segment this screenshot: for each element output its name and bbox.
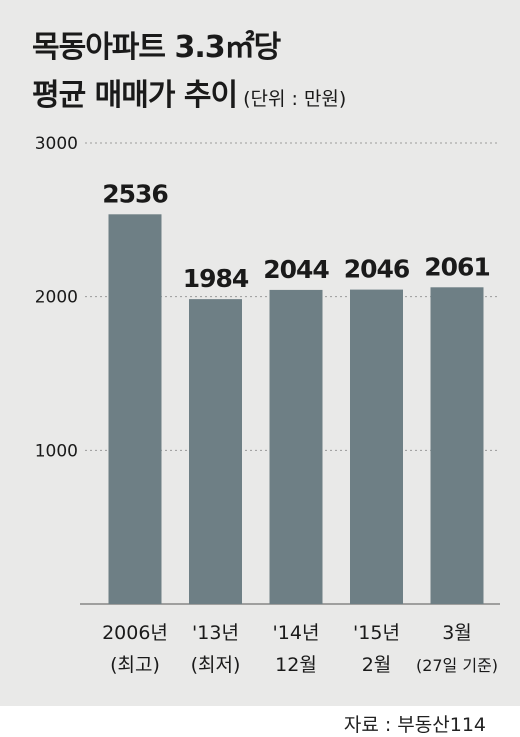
data-label: 2044 [263, 255, 329, 284]
chart-title-line2: 평균 매매가 추이 (단위 : 만원) [32, 70, 346, 114]
data-label: 1984 [183, 264, 249, 293]
data-label: 2046 [344, 255, 410, 284]
y-tick-label: 2000 [35, 288, 78, 308]
x-tick-label: 2006년 [102, 622, 168, 644]
x-tick-label: '14년 [273, 622, 320, 644]
data-label: 2536 [102, 179, 168, 208]
x-tick-label: 12월 [275, 654, 317, 676]
x-tick-label: 3월 [442, 622, 472, 644]
chart-title-line1: 목동아파트 3.3㎡당 [32, 30, 281, 65]
bar [269, 289, 323, 604]
x-tick-label: 2월 [362, 654, 392, 676]
y-tick-label: 3000 [35, 134, 78, 154]
chart-title-line2-text: 평균 매매가 추이 [32, 78, 238, 113]
bar [430, 287, 484, 604]
x-tick-label: (27일 기준) [416, 656, 498, 675]
bar [108, 214, 162, 604]
x-tick-label: (최고) [110, 654, 160, 676]
bar [350, 289, 403, 604]
x-tick-label: (최저) [191, 654, 241, 676]
chart-panel: 목동아파트 3.3㎡당 평균 매매가 추이 (단위 : 만원) 1000 2000 3… [0, 0, 520, 706]
data-label: 2061 [424, 252, 490, 281]
unit-label: (단위 : 만원) [243, 88, 347, 110]
x-tick-label: '13년 [192, 622, 239, 644]
bar [189, 299, 242, 604]
source-label: 자료 : 부동산114 [343, 714, 486, 736]
bar-chart: 1000 2000 3000 2536 2006년 (최고) 1984 '13년 (최저) 204… [35, 134, 500, 676]
x-tick-label: '15년 [353, 622, 400, 644]
y-tick-label: 1000 [35, 441, 78, 461]
